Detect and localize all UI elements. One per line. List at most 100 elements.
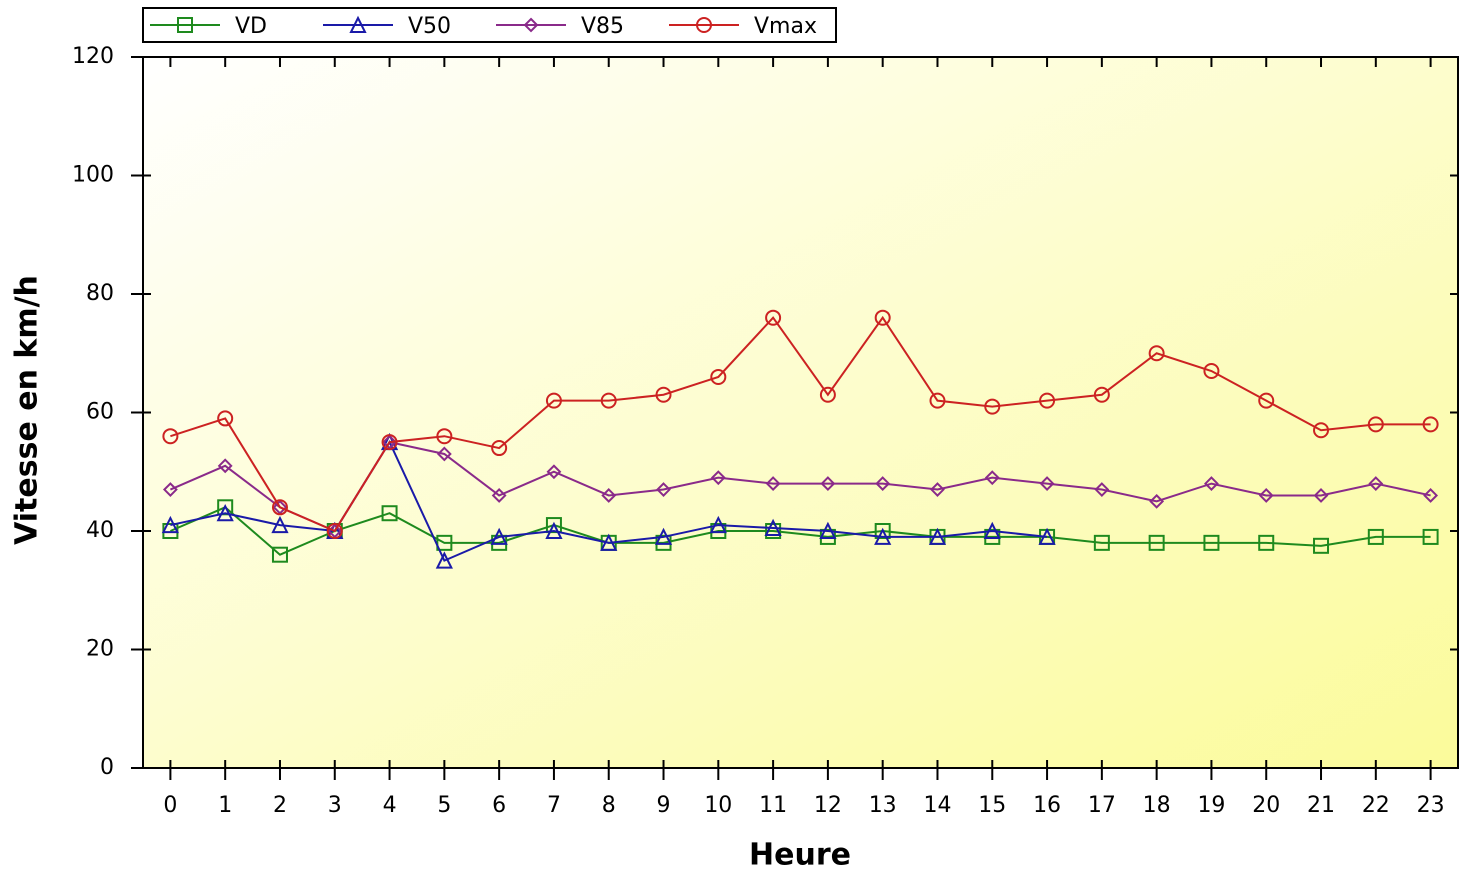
marker [1039,476,1055,492]
marker [349,15,367,33]
x-tick-label: 9 [657,793,671,818]
x-tick-label: 4 [383,793,397,818]
marker [491,488,507,503]
marker [271,499,288,516]
marker [545,521,563,539]
x-tick-label: 15 [978,793,1006,818]
marker [984,470,1000,486]
marker [1038,527,1056,545]
marker [545,392,562,409]
x-tick-label: 10 [704,793,732,818]
marker [1093,386,1110,403]
marker [491,440,508,457]
marker [765,476,781,492]
marker [928,527,947,545]
legend-label: Vmax [754,14,817,39]
marker [1148,534,1165,551]
marker [983,521,1001,539]
y-tick-label: 0 [100,755,114,780]
y-tick-label: 60 [86,400,114,425]
x-tick-label: 3 [328,793,342,818]
marker [1313,537,1330,554]
legend-label: V50 [408,14,451,39]
x-tick-label: 2 [273,793,287,818]
x-tick-label: 7 [547,793,561,818]
y-tick-label: 20 [86,637,114,662]
y-tick-label: 100 [72,163,114,188]
series-line [169,506,1431,556]
marker [1422,416,1439,433]
y-tick-label: 80 [86,281,114,306]
plot-area [142,56,1459,769]
marker [435,551,453,569]
marker [1423,488,1439,503]
marker [984,398,1001,415]
marker [217,499,234,516]
marker [161,515,180,534]
marker [1422,528,1439,545]
marker [1093,534,1110,551]
marker [601,488,617,503]
marker [819,386,836,403]
marker [765,309,782,326]
marker [271,546,288,563]
marker [1258,534,1275,551]
marker [709,515,727,534]
marker [1148,345,1165,362]
marker [436,428,453,445]
y-axis-label: Vitesse en km/h [10,275,45,545]
marker [1203,534,1220,551]
series-group [161,309,1439,569]
x-tick-label: 6 [492,793,506,818]
x-tick-label: 1 [218,793,232,818]
x-tick-label: 5 [437,793,451,818]
x-tick-label: 16 [1033,793,1061,818]
marker [490,527,508,545]
marker [1368,476,1384,492]
x-tick-label: 12 [814,793,842,818]
x-tick-label: 17 [1088,793,1116,818]
series-line [170,440,1048,562]
marker [874,523,891,539]
marker [1204,476,1219,492]
marker [765,523,782,539]
marker [1258,488,1274,503]
x-tick-label: 11 [759,793,787,818]
x-tick-label: 18 [1143,793,1171,818]
x-tick-label: 22 [1362,793,1390,818]
marker [875,476,891,492]
marker [819,521,837,539]
x-tick-label: 8 [602,793,616,818]
marker [1094,482,1110,497]
marker [929,392,946,409]
marker [1149,493,1165,509]
marker [217,458,233,474]
marker [874,527,892,545]
marker [696,17,712,33]
marker [820,476,836,492]
marker [600,392,617,409]
marker [326,523,343,539]
x-tick-label: 20 [1252,793,1280,818]
marker [177,17,193,33]
x-tick-label: 13 [869,793,897,818]
marker [523,17,539,33]
marker [216,503,234,522]
marker [654,527,673,545]
marker [710,470,726,486]
marker [600,533,618,551]
legend-label: VD [235,14,267,39]
marker [1258,392,1275,409]
series-line [170,315,1431,533]
marker [874,309,891,326]
x-tick-label: 23 [1417,793,1445,818]
marker [1367,528,1384,545]
marker [381,505,398,522]
marker [656,482,671,497]
marker [545,517,562,534]
y-tick-label: 120 [72,44,114,69]
marker [1039,392,1056,409]
marker [436,534,453,551]
marker [436,446,452,462]
